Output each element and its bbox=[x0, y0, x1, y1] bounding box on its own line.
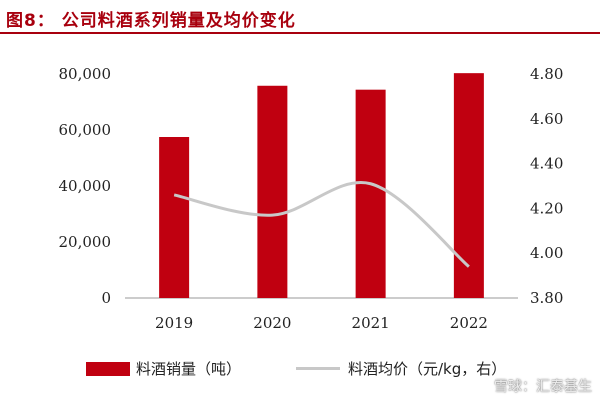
watermark: 雪球：汇泰基生 bbox=[494, 379, 592, 395]
y-right-tick-label: 4.40 bbox=[530, 155, 563, 173]
chart-title: 图8： 公司料酒系列销量及均价变化 bbox=[6, 11, 296, 31]
title-bar: 图8： 公司料酒系列销量及均价变化 bbox=[0, 0, 600, 34]
legend-label-price: 料酒均价（元/kg，右） bbox=[348, 360, 507, 378]
legend-item-volume: 料酒销量（吨） bbox=[86, 358, 241, 379]
x-tick-label: 2021 bbox=[352, 314, 390, 332]
chart-area: 0 20,000 40,000 60,000 80,000 3.80 4.00 4.20 4.4… bbox=[59, 65, 564, 332]
x-tick-label: 2022 bbox=[450, 314, 488, 332]
y-right-tick-label: 4.00 bbox=[530, 244, 563, 262]
y-left-tick-label: 80,000 bbox=[59, 65, 112, 83]
y-left-tick-label: 60,000 bbox=[59, 121, 112, 139]
legend-swatch-line bbox=[296, 367, 340, 370]
y-right-tick-label: 4.20 bbox=[530, 199, 563, 217]
y-right-tick-label: 4.80 bbox=[530, 65, 563, 83]
y-left-tick-label: 0 bbox=[101, 289, 111, 307]
y-right-tick-label: 4.60 bbox=[530, 110, 563, 128]
legend-item-price: 料酒均价（元/kg，右） bbox=[296, 358, 506, 379]
y-right-tick-label: 3.80 bbox=[530, 289, 563, 307]
y-left-tick-label: 20,000 bbox=[59, 233, 112, 251]
legend-swatch-bar bbox=[86, 361, 130, 376]
bar bbox=[159, 137, 190, 298]
x-tick-label: 2020 bbox=[253, 314, 291, 332]
bar bbox=[257, 85, 288, 298]
y-left-tick-label: 40,000 bbox=[59, 177, 112, 195]
bar bbox=[355, 89, 386, 299]
x-tick-label: 2019 bbox=[155, 314, 193, 332]
legend: 料酒销量（吨） 料酒均价（元/kg，右） bbox=[0, 350, 600, 390]
legend-label-volume: 料酒销量（吨） bbox=[136, 360, 242, 378]
price-line bbox=[173, 181, 470, 268]
bar bbox=[453, 73, 484, 298]
